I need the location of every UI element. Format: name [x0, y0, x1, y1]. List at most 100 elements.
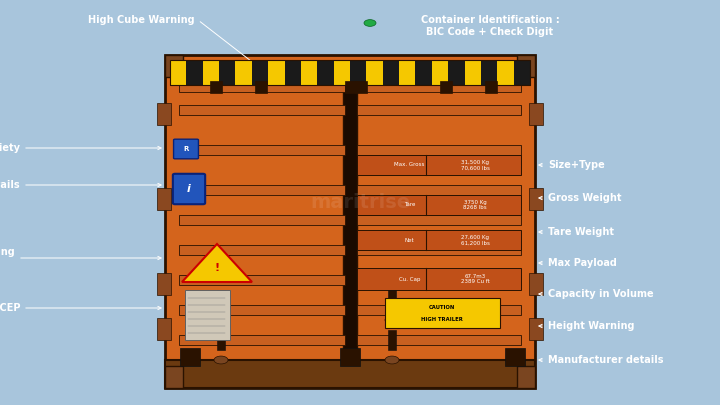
Bar: [383, 60, 399, 85]
Bar: [350, 60, 366, 85]
Bar: [357, 245, 521, 255]
Bar: [179, 305, 345, 315]
Bar: [485, 81, 497, 93]
Bar: [179, 145, 345, 155]
Bar: [165, 360, 535, 388]
Bar: [165, 55, 183, 77]
Bar: [157, 188, 171, 210]
Text: Tare Weight: Tare Weight: [548, 227, 614, 237]
Text: 3750 Kg
8268 lbs: 3750 Kg 8268 lbs: [463, 200, 487, 211]
Text: !: !: [215, 263, 220, 273]
Bar: [179, 82, 345, 92]
Bar: [179, 185, 345, 195]
Bar: [357, 305, 521, 315]
Circle shape: [364, 19, 376, 26]
Text: 27,600 Kg
61,200 lbs: 27,600 Kg 61,200 lbs: [461, 234, 490, 245]
FancyBboxPatch shape: [174, 139, 199, 159]
Bar: [157, 318, 171, 340]
Bar: [157, 273, 171, 295]
Bar: [157, 103, 171, 125]
Text: 31,500 Kg
70,600 lbs: 31,500 Kg 70,600 lbs: [461, 160, 490, 171]
Bar: [464, 60, 481, 85]
Text: HIGH TRAILER: HIGH TRAILER: [421, 317, 464, 322]
Text: maritrise: maritrise: [310, 193, 410, 212]
Text: Warning/ Handling
Instruction: Warning/ Handling Instruction: [0, 247, 15, 269]
Bar: [357, 275, 521, 285]
Bar: [357, 230, 521, 250]
Text: 67.7m3
2389 Cu ft: 67.7m3 2389 Cu ft: [461, 274, 490, 284]
Bar: [357, 268, 521, 290]
Text: Manufacturer details: Manufacturer details: [548, 355, 664, 365]
Bar: [357, 155, 521, 175]
Bar: [186, 60, 203, 85]
Bar: [179, 245, 345, 255]
Bar: [203, 60, 219, 85]
Circle shape: [214, 356, 228, 364]
Bar: [210, 81, 222, 93]
Bar: [529, 188, 543, 210]
Text: Capacity in Volume: Capacity in Volume: [548, 289, 654, 299]
Text: Container Identification :
BIC Code + Check Digit: Container Identification : BIC Code + Ch…: [420, 15, 559, 36]
Bar: [217, 290, 225, 310]
Text: Max. Gross: Max. Gross: [395, 162, 425, 168]
Polygon shape: [182, 244, 252, 282]
Bar: [219, 60, 235, 85]
Bar: [357, 215, 521, 225]
Bar: [357, 185, 521, 195]
Circle shape: [385, 356, 399, 364]
Bar: [481, 60, 498, 85]
Bar: [517, 55, 535, 77]
Text: i: i: [187, 184, 191, 194]
Bar: [255, 81, 267, 93]
Bar: [284, 60, 301, 85]
Bar: [185, 290, 230, 340]
Bar: [235, 60, 252, 85]
Bar: [301, 60, 318, 85]
Text: Tare: Tare: [404, 202, 415, 207]
Bar: [357, 105, 521, 115]
Bar: [385, 298, 500, 328]
Text: Cu. Cap: Cu. Cap: [399, 277, 420, 281]
Circle shape: [385, 316, 399, 324]
Bar: [432, 60, 448, 85]
Text: CSC / ACEP: CSC / ACEP: [0, 303, 20, 313]
Circle shape: [214, 316, 228, 324]
Text: R: R: [184, 146, 189, 152]
Bar: [252, 60, 268, 85]
Bar: [165, 55, 535, 388]
Bar: [357, 195, 521, 215]
Bar: [217, 330, 225, 350]
Text: Net: Net: [405, 237, 414, 243]
Bar: [170, 60, 530, 85]
Bar: [179, 335, 345, 345]
Bar: [333, 60, 350, 85]
Text: Owner details: Owner details: [0, 180, 20, 190]
Bar: [399, 60, 415, 85]
Bar: [165, 366, 183, 388]
Bar: [415, 60, 432, 85]
Bar: [513, 60, 530, 85]
Text: Classification Society: Classification Society: [0, 143, 20, 153]
Bar: [318, 60, 333, 85]
Bar: [343, 80, 357, 360]
Bar: [268, 60, 284, 85]
FancyBboxPatch shape: [173, 174, 205, 204]
Bar: [355, 81, 367, 93]
Bar: [529, 318, 543, 340]
Bar: [170, 60, 530, 85]
Bar: [448, 60, 464, 85]
Bar: [505, 348, 525, 366]
Text: Height Warning: Height Warning: [548, 321, 634, 331]
Bar: [357, 82, 521, 92]
Bar: [179, 215, 345, 225]
Bar: [179, 105, 345, 115]
Bar: [357, 335, 521, 345]
Bar: [366, 60, 383, 85]
Bar: [340, 348, 360, 366]
Bar: [180, 348, 200, 366]
Bar: [529, 103, 543, 125]
Text: High Cube Warning: High Cube Warning: [89, 15, 195, 25]
Bar: [517, 366, 535, 388]
Bar: [388, 330, 396, 350]
Bar: [498, 60, 513, 85]
